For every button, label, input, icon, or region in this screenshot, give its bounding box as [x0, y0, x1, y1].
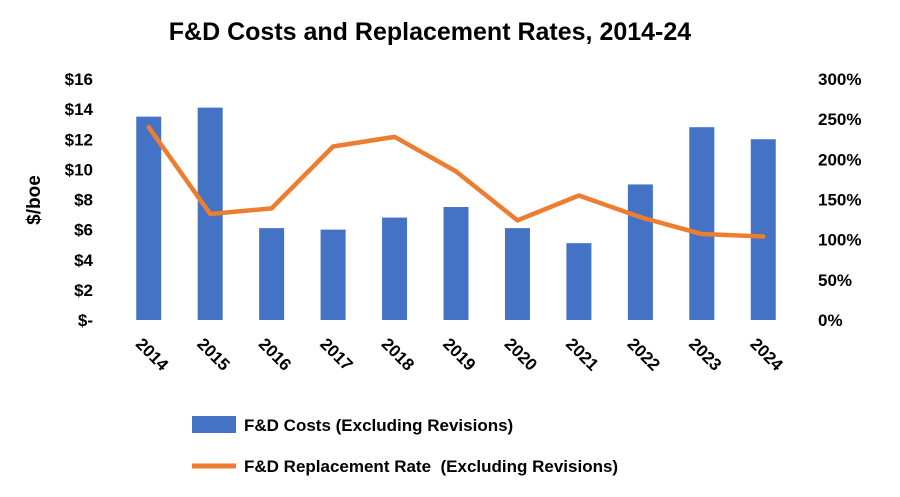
bar-series [136, 107, 776, 321]
bar [627, 184, 653, 320]
bar [259, 228, 285, 320]
x-tick-label: 2017 [316, 334, 356, 374]
left-tick-label: $6 [74, 221, 93, 240]
bar [443, 207, 469, 320]
right-axis-ticks: 0% 50% 100% 150% 200% 250% 300% [818, 70, 861, 330]
bar [320, 229, 346, 320]
bar [504, 228, 530, 320]
x-tick-label: 2019 [439, 334, 479, 374]
right-tick-label: 250% [818, 110, 861, 129]
x-tick-label: 2014 [132, 334, 173, 375]
x-tick-label: 2023 [685, 334, 725, 374]
right-tick-label: 50% [818, 271, 852, 290]
x-tick-label: 2015 [193, 334, 233, 374]
y-axis-label: $/boe [24, 175, 45, 225]
left-axis-ticks: $- $2 $4 $6 $8 $10 $12 $14 $16 [65, 70, 94, 330]
bar [382, 217, 408, 320]
legend-label-costs: F&D Costs (Excluding Revisions) [244, 416, 513, 435]
right-tick-label: 300% [818, 70, 861, 89]
x-tick-label: 2024 [746, 334, 787, 375]
legend-label-rate: F&D Replacement Rate (Excluding Revision… [244, 457, 618, 476]
left-tick-label: $4 [74, 251, 93, 270]
left-tick-label: $12 [65, 130, 93, 149]
legend: F&D Costs (Excluding Revisions) F&D Repl… [192, 416, 618, 476]
right-tick-label: 150% [818, 191, 861, 210]
right-tick-label: 0% [818, 311, 843, 330]
left-tick-label: $2 [74, 281, 93, 300]
left-tick-label: $16 [65, 70, 93, 89]
x-tick-label: 2022 [624, 334, 664, 374]
line-series [146, 124, 766, 239]
bar [689, 127, 715, 320]
bar [136, 116, 162, 320]
x-tick-label: 2018 [378, 334, 418, 374]
left-tick-label: $8 [74, 191, 93, 210]
x-axis-ticks: 2014 2015 2016 2017 2018 2019 2020 2021 2022 2023… [132, 334, 787, 375]
x-tick-label: 2021 [562, 334, 602, 374]
right-tick-label: 100% [818, 231, 861, 250]
x-tick-label: 2020 [501, 334, 541, 374]
left-tick-label: $10 [65, 160, 93, 179]
right-tick-label: 200% [818, 150, 861, 169]
chart-title: F&D Costs and Replacement Rates, 2014-24 [169, 18, 692, 46]
x-tick-label: 2016 [255, 334, 295, 374]
legend-swatch-costs [192, 416, 236, 433]
bar [750, 139, 776, 320]
left-tick-label: $- [78, 311, 93, 330]
bar [566, 243, 592, 320]
left-tick-label: $14 [65, 100, 94, 119]
